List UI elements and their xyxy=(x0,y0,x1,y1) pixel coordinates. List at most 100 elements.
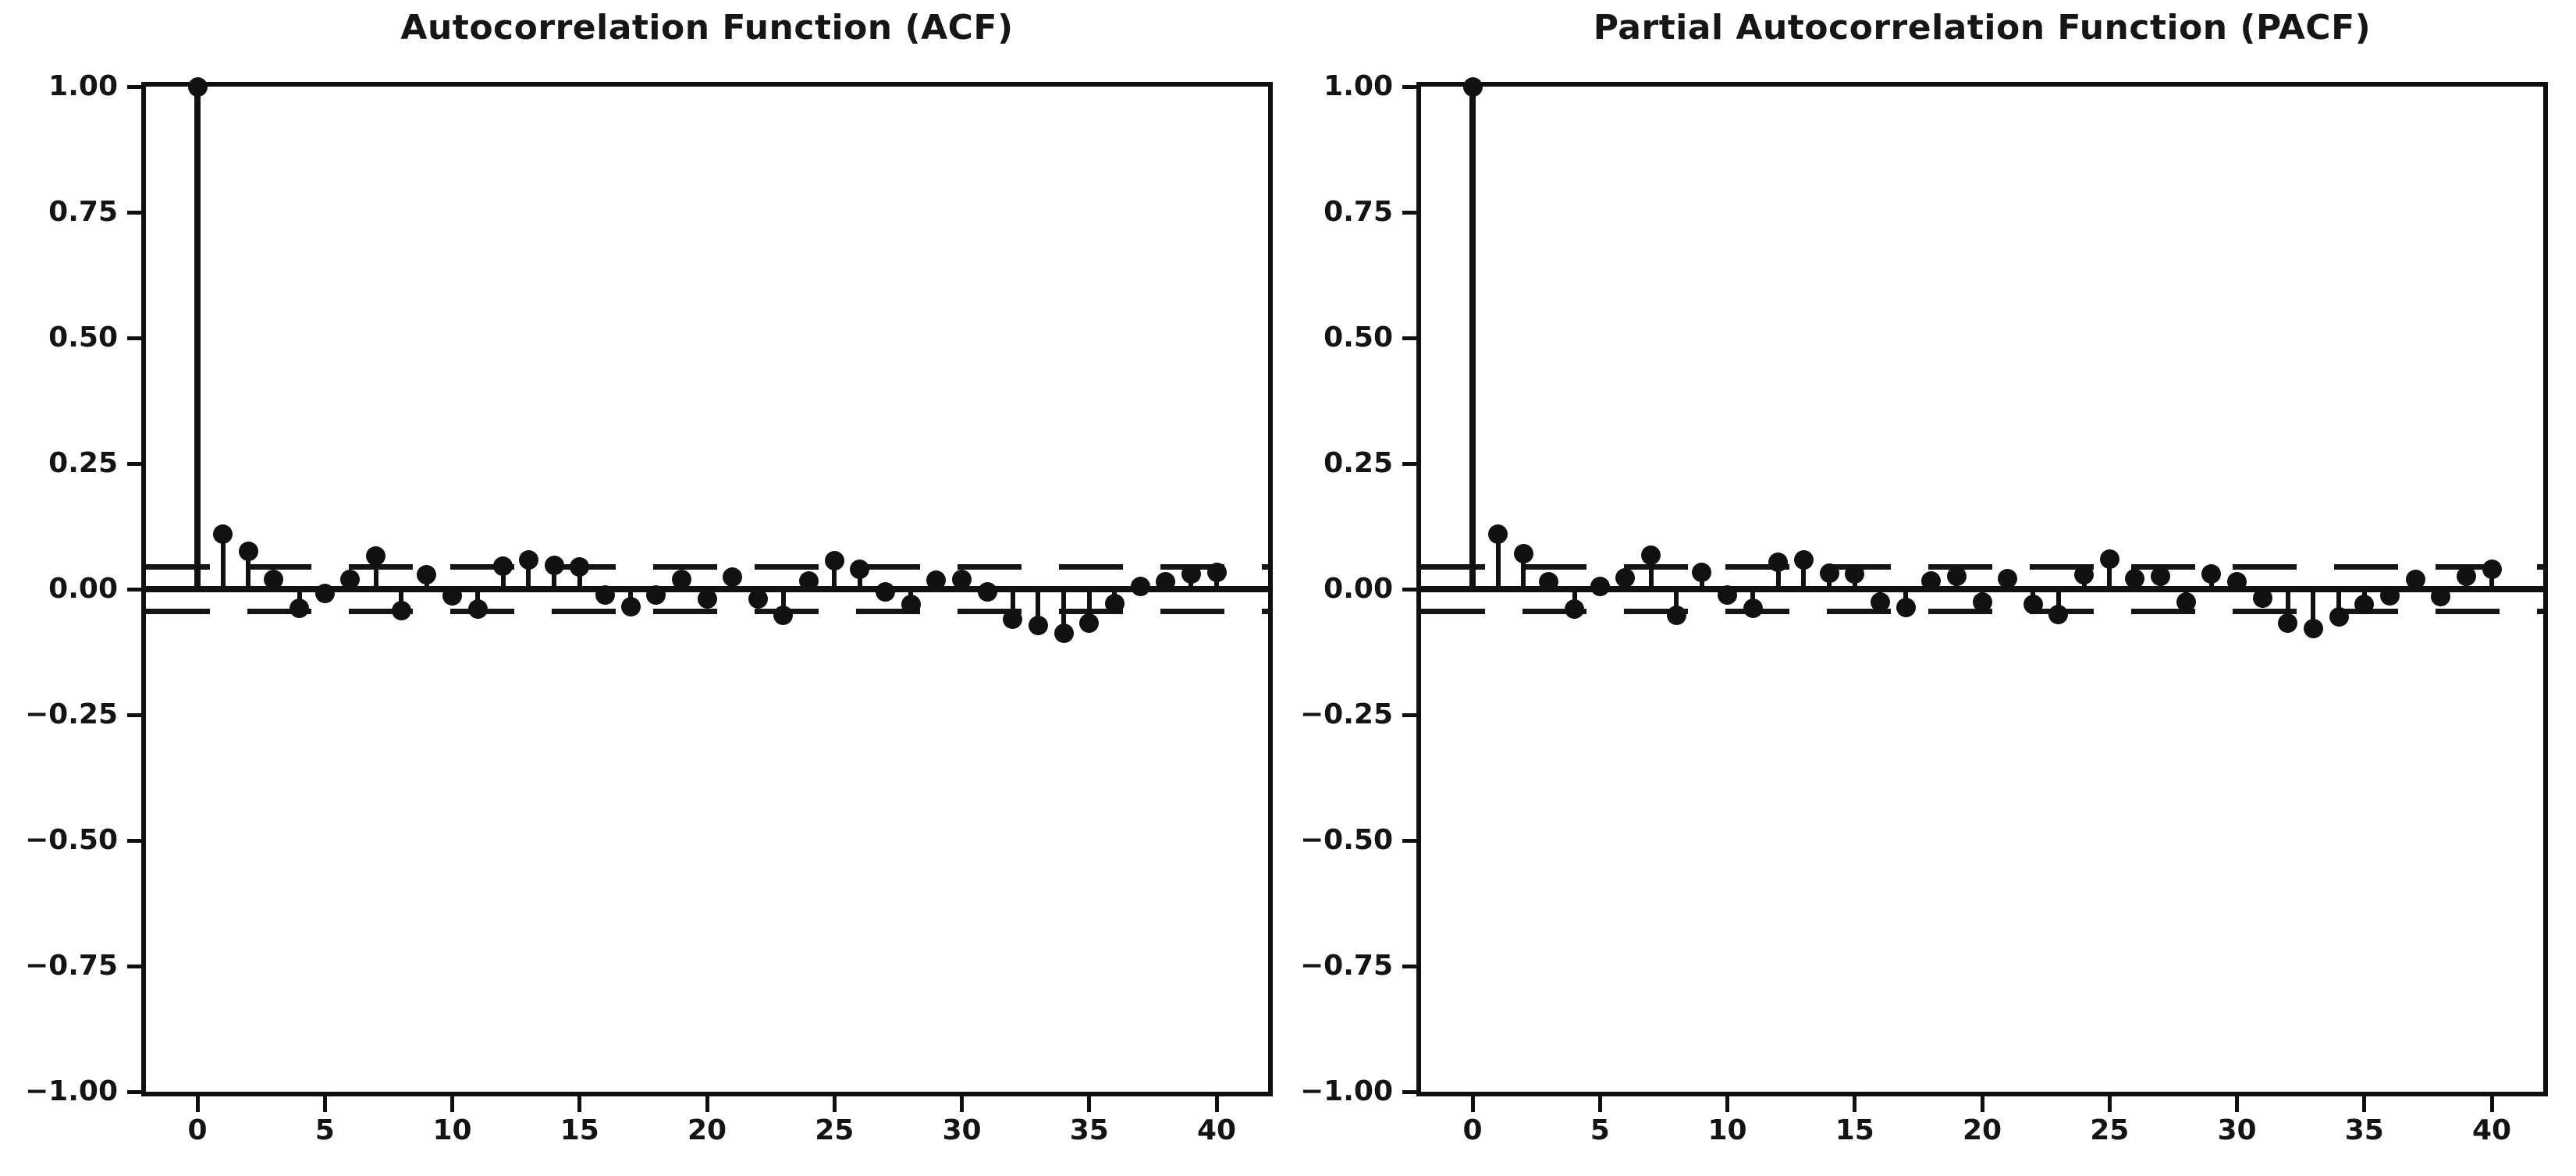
y-axis-tick xyxy=(1402,964,1416,968)
marker-lag-4 xyxy=(290,598,310,618)
stem-lag-13 xyxy=(1801,560,1807,589)
y-axis-tick xyxy=(127,336,141,340)
marker-lag-8 xyxy=(391,601,411,621)
x-axis-tick-label: 5 xyxy=(314,1114,335,1146)
y-axis-tick xyxy=(1402,461,1416,466)
marker-lag-29 xyxy=(926,570,947,590)
y-axis-tick-label: −0.50 xyxy=(1300,824,1393,856)
stem-lag-12 xyxy=(1775,562,1781,589)
confidence-lower-line xyxy=(146,609,1268,615)
stem-lag-40 xyxy=(2489,569,2494,589)
x-axis-tick-label: 30 xyxy=(2217,1114,2257,1146)
marker-lag-10 xyxy=(1718,585,1737,606)
x-axis-tick-label: 20 xyxy=(1962,1114,2002,1146)
marker-lag-40 xyxy=(1206,562,1227,582)
x-axis-tick xyxy=(322,1096,327,1112)
acf-title: Autocorrelation Function (ACF) xyxy=(400,8,1014,48)
y-axis-tick xyxy=(127,84,141,89)
x-axis-tick xyxy=(2235,1096,2239,1112)
marker-lag-17 xyxy=(620,597,641,617)
y-axis-tick xyxy=(1402,210,1416,215)
y-axis-tick xyxy=(127,210,141,215)
y-axis-tick-label: 0.50 xyxy=(1324,322,1393,354)
stem-lag-2 xyxy=(1521,553,1526,589)
stem-lag-1 xyxy=(1495,534,1501,589)
x-axis-tick xyxy=(450,1096,454,1112)
stem-lag-4 xyxy=(1572,589,1577,609)
y-axis-tick-label: 0.25 xyxy=(48,447,118,479)
y-axis-tick xyxy=(127,587,141,592)
stem-lag-32 xyxy=(1010,589,1015,620)
x-axis-tick xyxy=(2489,1096,2494,1112)
marker-lag-28 xyxy=(2176,592,2196,612)
y-axis-tick xyxy=(127,461,141,466)
x-axis-tick xyxy=(1597,1096,1602,1112)
confidence-upper-line xyxy=(1421,563,2543,570)
marker-lag-38 xyxy=(2431,587,2451,607)
marker-lag-35 xyxy=(2354,594,2375,614)
marker-lag-5 xyxy=(1590,576,1610,596)
marker-lag-7 xyxy=(366,545,386,566)
y-axis-tick-label: −0.25 xyxy=(25,698,118,730)
marker-lag-14 xyxy=(1819,563,1839,583)
y-axis-tick-label: 0.75 xyxy=(1324,196,1393,228)
pacf-plot-area: 1.00 0.75 0.50 0.25 0.00 −0.25 −0.50 −0.75 −1.00… xyxy=(1300,70,2548,1146)
stem-lag-25 xyxy=(832,560,837,589)
marker-lag-27 xyxy=(2151,566,2171,586)
y-axis-tick xyxy=(127,1089,141,1094)
stem-lag-14 xyxy=(552,565,557,589)
marker-lag-6 xyxy=(340,569,361,589)
confidence-upper-line xyxy=(146,563,1268,570)
stem-lag-12 xyxy=(500,566,506,589)
x-axis-tick-label: 40 xyxy=(2471,1114,2512,1146)
marker-lag-22 xyxy=(748,589,768,609)
marker-lag-11 xyxy=(467,599,488,620)
x-axis-tick-label: 0 xyxy=(1462,1114,1483,1146)
stem-lag-13 xyxy=(526,560,531,589)
marker-lag-13 xyxy=(518,550,538,570)
stem-lag-7 xyxy=(1648,555,1654,589)
y-axis-tick xyxy=(127,838,141,843)
x-axis-tick-label: 25 xyxy=(815,1114,855,1146)
marker-lag-20 xyxy=(1972,592,1992,612)
x-axis-tick-label: 30 xyxy=(942,1114,982,1146)
marker-lag-38 xyxy=(1156,571,1176,592)
x-axis-tick xyxy=(2107,1096,2112,1112)
stem-lag-32 xyxy=(2285,589,2290,624)
y-axis-tick-label: −0.50 xyxy=(25,824,118,856)
y-axis-tick-label: 0.25 xyxy=(1324,447,1393,479)
x-axis-tick-label: 20 xyxy=(687,1114,727,1146)
marker-lag-37 xyxy=(2405,569,2425,589)
x-axis-tick xyxy=(577,1096,582,1112)
marker-lag-39 xyxy=(1181,564,1201,584)
x-axis-tick xyxy=(1214,1096,1219,1112)
x-axis-tick-label: 35 xyxy=(2344,1114,2384,1146)
stem-lag-34 xyxy=(1061,589,1067,634)
marker-lag-32 xyxy=(2278,613,2298,634)
stem-lag-23 xyxy=(2055,589,2061,615)
x-axis-tick xyxy=(1087,1096,1092,1112)
stem-lag-33 xyxy=(2311,589,2316,629)
x-axis-tick-label: 25 xyxy=(2090,1114,2130,1146)
x-axis-tick xyxy=(1853,1096,1857,1112)
x-axis-tick-label: 40 xyxy=(1196,1114,1237,1146)
stem-lag-25 xyxy=(2107,559,2112,589)
stem-lag-11 xyxy=(475,589,481,609)
marker-lag-26 xyxy=(2125,568,2145,588)
y-axis-tick xyxy=(1402,587,1416,592)
marker-lag-15 xyxy=(570,556,590,577)
stem-lag-0 xyxy=(1469,87,1476,589)
marker-lag-30 xyxy=(952,569,972,589)
stem-lag-15 xyxy=(577,567,582,589)
marker-lag-21 xyxy=(1998,568,2018,588)
marker-lag-16 xyxy=(1870,592,1890,612)
marker-lag-9 xyxy=(1692,562,1712,582)
x-axis-tick-label: 15 xyxy=(1835,1114,1874,1146)
stem-lag-8 xyxy=(399,589,404,611)
marker-lag-12 xyxy=(493,556,513,576)
y-axis-tick-label: 0.00 xyxy=(48,573,118,605)
marker-lag-17 xyxy=(1896,597,1916,617)
marker-lag-30 xyxy=(2227,571,2247,592)
marker-lag-22 xyxy=(2023,594,2043,614)
